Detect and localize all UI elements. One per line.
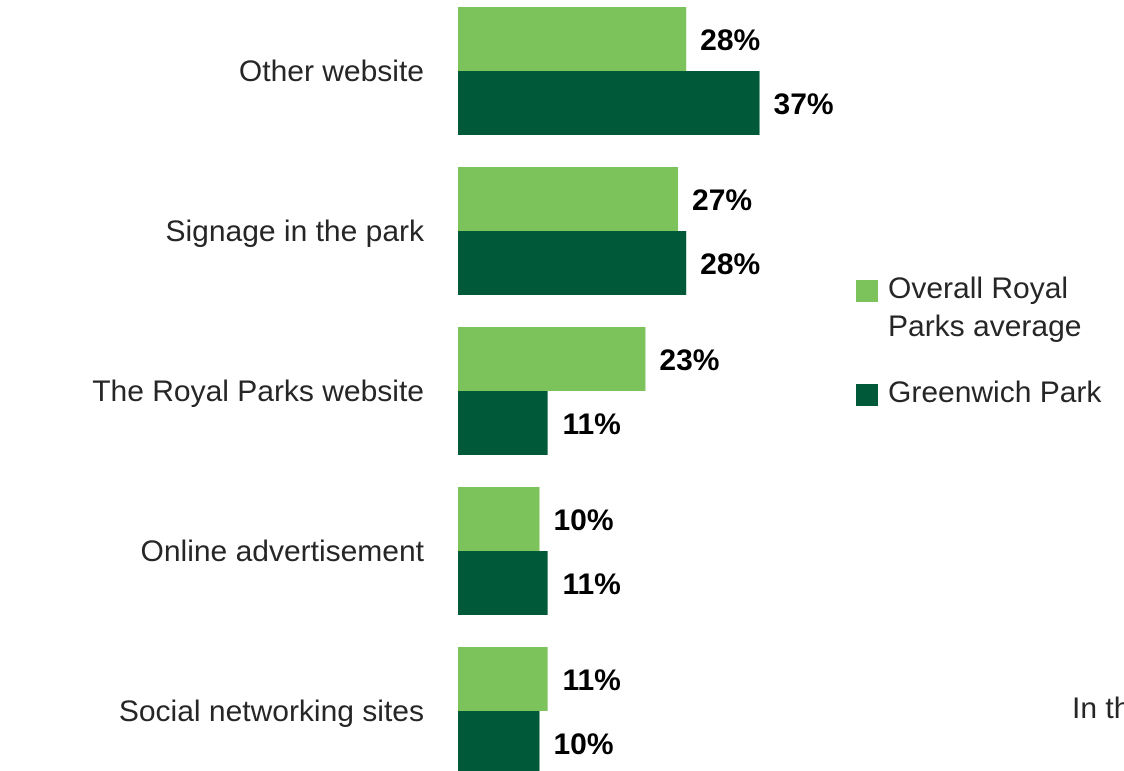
bar-overall-royal-parks-average-social-networking-sites bbox=[458, 647, 548, 711]
bar-overall-royal-parks-average-online-advertisement bbox=[458, 487, 540, 551]
category-label-signage-in-the-park: Signage in the park bbox=[165, 215, 425, 248]
value-label-overall-royal-parks-average-online-advertisement: 10% bbox=[553, 504, 613, 537]
value-label-greenwich-park-signage-in-the-park: 28% bbox=[700, 248, 760, 281]
bars-group bbox=[458, 7, 760, 771]
bar-greenwich-park-social-networking-sites bbox=[458, 711, 540, 771]
category-label-other-website: Other website bbox=[239, 55, 424, 88]
value-label-overall-royal-parks-average-the-royal-parks-website: 23% bbox=[659, 344, 719, 377]
value-label-greenwich-park-social-networking-sites: 10% bbox=[553, 728, 613, 761]
value-label-greenwich-park-other-website: 37% bbox=[774, 88, 834, 121]
value-label-overall-royal-parks-average-other-website: 28% bbox=[700, 24, 760, 57]
value-label-overall-royal-parks-average-signage-in-the-park: 27% bbox=[692, 184, 752, 217]
legend-item-greenwich-park: Greenwich Park bbox=[856, 374, 1124, 412]
bar-greenwich-park-signage-in-the-park bbox=[458, 231, 687, 295]
value-label-overall-royal-parks-average-social-networking-sites: 11% bbox=[562, 664, 620, 697]
bar-greenwich-park-other-website bbox=[458, 71, 760, 135]
legend-label-overall-average: Overall Royal Parks average bbox=[888, 272, 1082, 343]
bar-overall-royal-parks-average-signage-in-the-park bbox=[458, 167, 679, 231]
legend-swatch-greenwich-park bbox=[856, 384, 878, 406]
category-label-social-networking-sites: Social networking sites bbox=[119, 695, 424, 728]
legend-item-overall-average: Overall Royal Parks average bbox=[856, 270, 1124, 346]
category-label-the-royal-parks-website: The Royal Parks website bbox=[92, 375, 424, 408]
bar-overall-royal-parks-average-the-royal-parks-website bbox=[458, 327, 646, 391]
legend-label-greenwich-park: Greenwich Park bbox=[888, 376, 1102, 409]
legend-swatch-overall-average bbox=[856, 280, 878, 302]
value-label-greenwich-park-online-advertisement: 11% bbox=[562, 568, 620, 601]
labels-group: Other website 28% 37% Signage in the park 27… bbox=[92, 24, 833, 761]
bar-overall-royal-parks-average-other-website bbox=[458, 7, 687, 71]
category-label-online-advertisement: Online advertisement bbox=[141, 535, 425, 568]
legend: Overall Royal Parks average Greenwich Pa… bbox=[856, 270, 1124, 440]
bar-greenwich-park-online-advertisement bbox=[458, 551, 548, 615]
value-label-greenwich-park-the-royal-parks-website: 11% bbox=[562, 408, 620, 441]
bar-greenwich-park-the-royal-parks-website bbox=[458, 391, 548, 455]
truncated-text: In th bbox=[1072, 692, 1124, 725]
